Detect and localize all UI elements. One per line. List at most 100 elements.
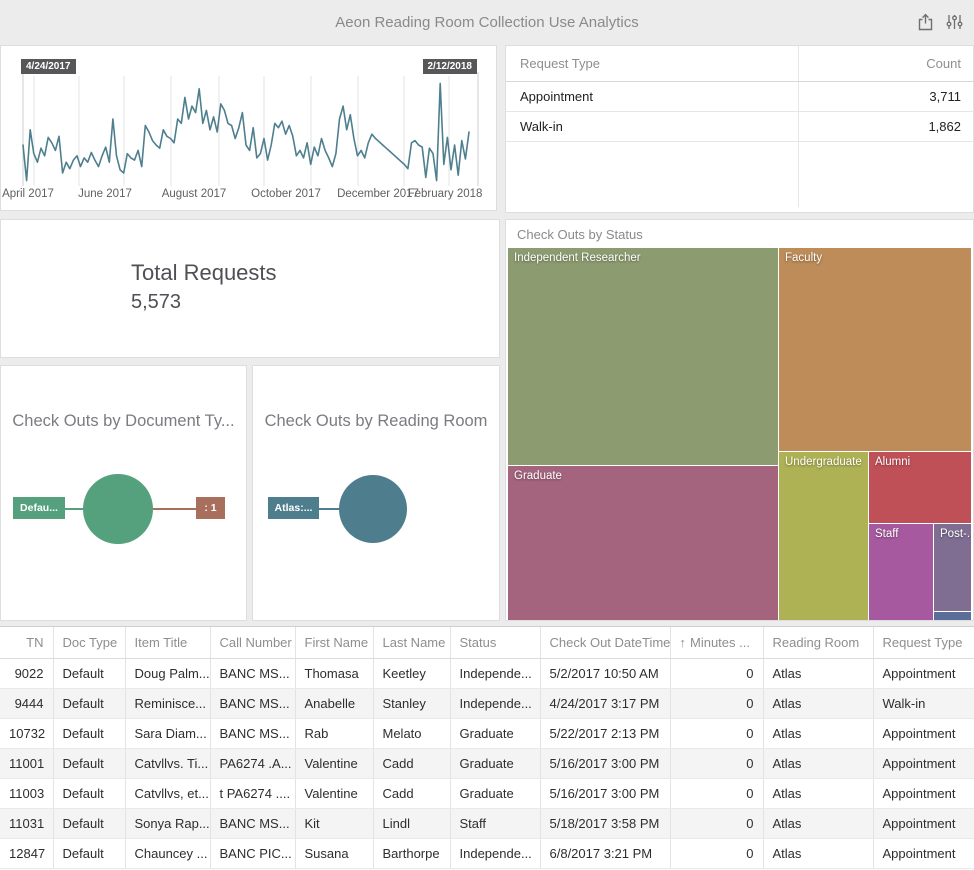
table-cell: Doug Palm... [125,658,211,689]
x-tick-label: October 2017 [251,188,321,200]
table-cell: 0 [670,688,764,719]
table-cell: Default [53,838,126,869]
treemap-cell-label: Independent Researcher [514,252,641,264]
header-bar: Aeon Reading Room Collection Use Analyti… [0,0,974,45]
table-cell: Rab [295,718,374,749]
page-title: Aeon Reading Room Collection Use Analyti… [335,14,639,31]
column-header-status[interactable]: Status [450,627,541,659]
table-cell: 5/16/2017 3:00 PM [540,778,671,809]
table-cell: Valentine [295,748,374,779]
table-cell: Independe... [450,688,541,719]
empty-row [506,141,974,207]
sliders-icon[interactable] [945,12,964,32]
doc-type-count-label[interactable]: : 1 [196,497,225,519]
table-cell: Appointment [873,808,974,839]
reading-room-node-label[interactable]: Atlas:... [268,497,319,519]
table-row[interactable]: 11003 Default Catvllvs, et... t PA6274 ....… [0,778,974,809]
column-header-minutes-[interactable]: ↑ Minutes ... [670,627,764,659]
doc-type-node-label[interactable]: Defau... [13,497,65,519]
checkouts-by-doc-type-panel: Check Outs by Document Ty... Defau... : … [0,365,247,621]
table-cell: Default [53,688,126,719]
edge-left [317,508,343,510]
table-cell: Graduate [450,778,541,809]
column-header-check-out-datetime[interactable]: Check Out DateTime [540,627,671,659]
table-cell: Atlas [763,658,874,689]
table-cell: Kit [295,808,374,839]
treemap-cell-graduate[interactable]: Graduate [508,466,778,620]
treemap-cell-post-[interactable]: Post-... [934,524,971,611]
total-requests-panel: Total Requests 5,573 [0,219,500,358]
table-cell: PA6274 .A... [210,748,296,779]
table-row[interactable]: 12847 Default Chauncey ... BANC PIC... Susan… [0,838,974,869]
table-row[interactable]: 10732 Default Sara Diam... BANC MS... Rab Mel… [0,718,974,749]
table-cell: Independe... [450,658,541,689]
table-cell: 3,711 [797,81,974,112]
table-cell: Atlas [763,838,874,869]
table-cell: 0 [670,778,764,809]
treemap-cell-label: Alumni [875,456,911,468]
column-header-request-type[interactable]: Request Type [506,46,798,82]
x-tick-label: June 2017 [78,188,132,200]
column-header-request-type[interactable]: Request Type [873,627,974,659]
treemap-cell-alumni[interactable]: Alumni [869,452,971,523]
table-cell: 10732 [0,718,54,749]
x-tick-label: August 2017 [161,188,227,200]
table-cell: BANC MS... [210,808,296,839]
request-type-row[interactable]: Appointment 3,711 [506,81,974,112]
column-header-doc-type[interactable]: Doc Type [53,627,126,659]
total-requests-value: 5,573 [131,291,182,313]
x-tick-label: February 2018 [407,188,483,200]
table-row[interactable]: 9444 Default Reminisce... BANC MS... Anabell… [0,688,974,719]
doc-type-node-circle[interactable] [83,474,153,544]
table-cell: Walk-in [873,688,974,719]
table-cell: Lindl [373,808,451,839]
table-cell: 11031 [0,808,54,839]
range-end-marker[interactable]: 2/12/2018 [422,59,477,74]
table-cell: Appointment [873,838,974,869]
table-cell: Staff [450,808,541,839]
table-cell: 4/24/2017 3:17 PM [540,688,671,719]
column-header-call-number[interactable]: Call Number [210,627,296,659]
table-cell: 6/8/2017 3:21 PM [540,838,671,869]
table-cell: BANC MS... [210,718,296,749]
requests-over-time-chart[interactable]: 4/24/2017 2/12/2018 April 2017 June 2017 A… [0,45,497,211]
empty-cell [506,141,798,207]
table-cell: 0 [670,838,764,869]
table-cell: 0 [670,748,764,779]
table-row[interactable]: 11001 Default Catvllvs. Ti... PA6274 .A... V… [0,748,974,779]
column-header-count[interactable]: Count [797,46,974,82]
treemap-cell-label: Undergraduate [785,456,862,468]
range-start-marker[interactable]: 4/24/2017 [21,59,76,74]
column-header-tn[interactable]: TN [0,627,54,659]
reading-room-node-circle[interactable] [339,475,407,543]
column-header-item-title[interactable]: Item Title [125,627,211,659]
table-cell: Chauncey ... [125,838,211,869]
treemap-cell-label: Staff [875,528,899,540]
table-cell: Catvllvs. Ti... [125,748,211,779]
edge-right [151,508,197,510]
edge-left [59,508,87,510]
treemap-cell-undergraduate[interactable]: Undergraduate [779,452,868,620]
treemap-cell-label: Graduate [514,470,562,482]
table-cell: 12847 [0,838,54,869]
table-cell: Graduate [450,718,541,749]
table-cell: Sonya Rap... [125,808,211,839]
treemap-cell-faculty[interactable]: Faculty [779,248,971,451]
table-row[interactable]: 11031 Default Sonya Rap... BANC MS... Kit Lin… [0,808,974,839]
column-header-reading-room[interactable]: Reading Room [763,627,874,659]
table-row[interactable]: 9022 Default Doug Palm... BANC MS... Thomasa… [0,658,974,689]
checkouts-table: TN Doc Type Item Title Call Number First Nam… [0,627,974,869]
column-header-last-name[interactable]: Last Name [373,627,451,659]
table-cell: 5/22/2017 2:13 PM [540,718,671,749]
table-cell: Atlas [763,748,874,779]
doc-type-graph-title: Check Outs by Document Ty... [12,412,235,430]
column-header-first-name[interactable]: First Name [295,627,374,659]
treemap-cell-small[interactable] [934,612,971,620]
table-cell: 1,862 [797,111,974,142]
table-cell: Default [53,748,126,779]
treemap-cell-staff[interactable]: Staff [869,524,933,620]
request-type-table: Request Type Count Appointment 3,711 Walk-… [506,46,974,207]
treemap-cell-independent-researcher[interactable]: Independent Researcher [508,248,778,465]
request-type-row[interactable]: Walk-in 1,862 [506,111,974,142]
share-export-icon[interactable] [916,12,935,32]
